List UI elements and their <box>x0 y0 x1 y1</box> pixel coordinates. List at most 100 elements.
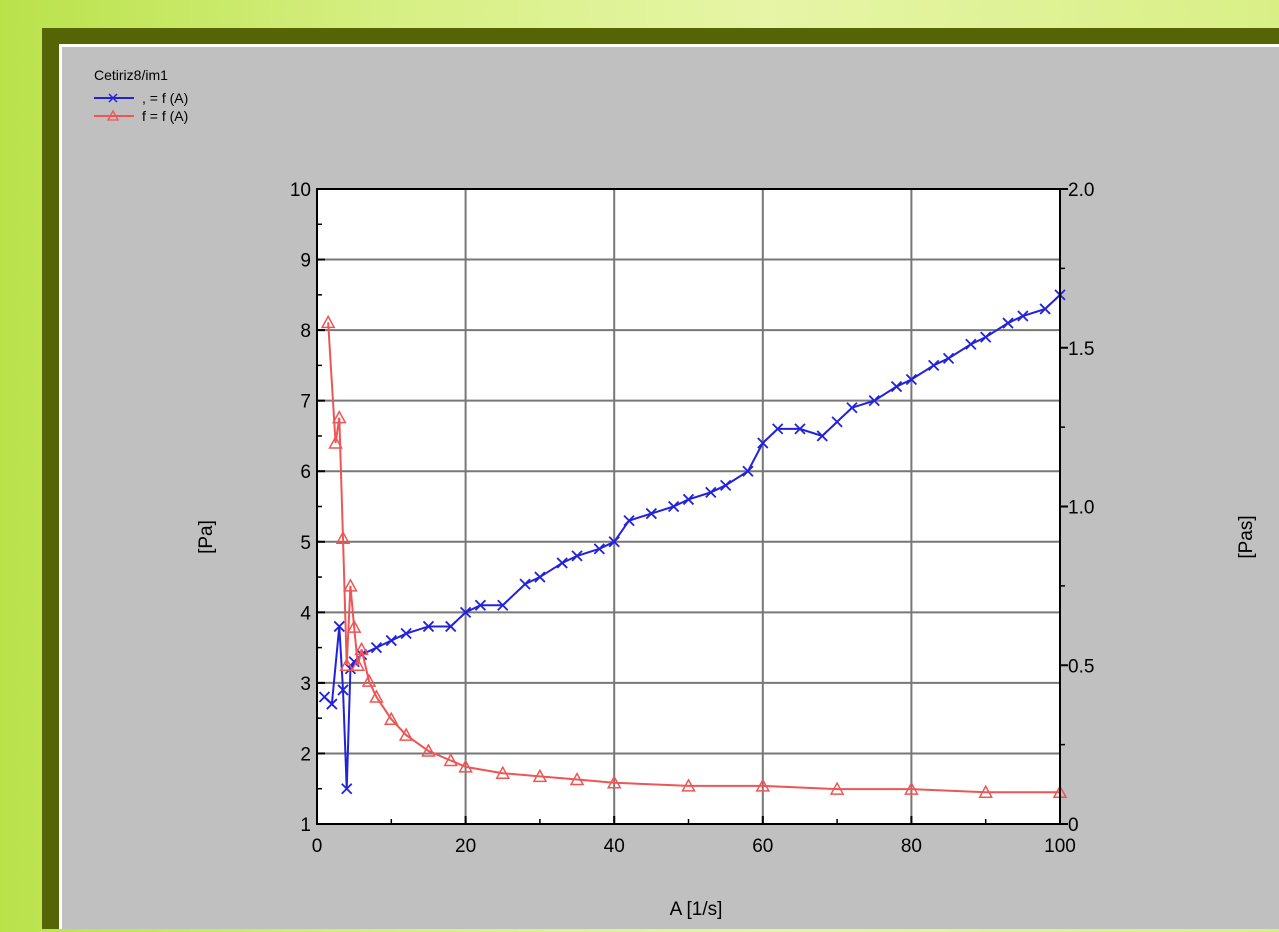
y-left-tick-label: 2 <box>300 744 311 765</box>
series-line <box>323 294 1061 789</box>
data-point <box>534 571 546 583</box>
data-point <box>332 410 347 424</box>
data-point <box>720 479 732 491</box>
legend-marker <box>106 109 120 121</box>
data-point <box>326 698 338 710</box>
data-point <box>333 620 345 633</box>
data-point <box>519 578 531 590</box>
y-left-tick-label: 5 <box>300 533 311 554</box>
data-point <box>829 781 845 795</box>
data-point <box>343 578 358 592</box>
y-left-tick-label: 10 <box>290 180 311 201</box>
data-point <box>556 557 568 569</box>
data-point <box>757 437 769 449</box>
data-point <box>532 768 548 783</box>
data-point <box>571 550 583 562</box>
y-left-tick-label: 8 <box>300 321 311 342</box>
data-point <box>421 743 436 757</box>
y-left-tick-label: 3 <box>300 674 311 695</box>
data-point <box>978 784 993 798</box>
data-point <box>645 507 657 520</box>
x-axis-label: A [1/s] <box>670 899 723 920</box>
data-point <box>816 430 828 442</box>
x-tick-label: 60 <box>752 836 773 857</box>
data-point <box>904 781 919 795</box>
data-point <box>354 641 369 656</box>
y-left-tick-label: 9 <box>300 251 311 272</box>
data-point <box>474 599 487 611</box>
data-point <box>328 435 343 449</box>
data-point <box>398 727 414 741</box>
data-point <box>350 657 366 671</box>
data-point <box>459 606 472 618</box>
data-point <box>755 778 771 792</box>
data-point <box>980 331 992 343</box>
y-left-tick-label: 4 <box>300 603 311 624</box>
data-point <box>623 514 635 527</box>
data-point <box>497 599 509 611</box>
series-layer <box>318 289 1068 798</box>
data-point <box>445 620 457 633</box>
data-point <box>794 423 806 435</box>
legend-label: f = f (A) <box>142 108 188 124</box>
legend-label: , = f (A) <box>142 90 188 106</box>
x-tick-label: 40 <box>604 836 625 857</box>
data-point <box>608 536 620 548</box>
y-right-tick-label: 1.5 <box>1068 339 1094 360</box>
y-left-tick-label: 1 <box>300 815 311 836</box>
data-point <box>1002 317 1014 329</box>
data-point <box>341 783 353 795</box>
data-point <box>942 352 955 364</box>
y-right-tick-label: 2.0 <box>1068 180 1094 201</box>
data-point <box>370 641 383 654</box>
data-point <box>320 314 336 329</box>
data-point <box>346 619 362 633</box>
data-point <box>495 765 511 779</box>
x-tick-label: 20 <box>455 836 476 857</box>
data-point <box>831 416 843 428</box>
tick-marks <box>316 188 1068 825</box>
data-point <box>965 338 977 350</box>
y-left-tick-label: 6 <box>300 462 311 483</box>
x-tick-label: 80 <box>901 836 922 857</box>
y-right-tick-label: 0.5 <box>1068 656 1094 677</box>
data-point <box>593 543 605 555</box>
data-point <box>458 759 473 773</box>
data-point <box>772 423 784 435</box>
data-point <box>1039 303 1051 315</box>
y-right-axis-label: [Pas] <box>1236 515 1257 558</box>
data-point <box>339 657 354 671</box>
data-point <box>569 771 585 786</box>
data-point <box>443 752 459 767</box>
data-point <box>705 486 717 499</box>
legend: Cetiriz8/im1 , = f (A) f = f (A) <box>94 67 188 124</box>
series-1 <box>318 289 1066 795</box>
data-point <box>422 620 435 633</box>
data-point <box>1017 310 1029 322</box>
data-point <box>335 530 351 544</box>
legend-marker <box>108 93 118 103</box>
data-point <box>369 689 384 703</box>
y-left-tick-label: 7 <box>300 392 311 413</box>
data-point <box>606 775 622 789</box>
x-tick-label: 0 <box>312 836 323 857</box>
series-2 <box>320 314 1068 798</box>
data-point <box>890 380 903 393</box>
series-line <box>327 322 1060 794</box>
y-left-axis-label: [Pa] <box>196 520 217 554</box>
data-point <box>868 395 880 407</box>
y-right-tick-label: 1.0 <box>1068 498 1094 519</box>
data-point <box>742 465 754 477</box>
chart-panel: Cetiriz8/im1 , = f (A) f = f (A) 0 20 40 60 8… <box>59 44 1279 929</box>
data-point <box>384 711 399 725</box>
dual-axis-line-chart: Cetiriz8/im1 , = f (A)f = f (A) 0 20 40 60 8… <box>94 67 1257 920</box>
data-point <box>681 778 696 792</box>
data-point <box>361 673 377 687</box>
legend-title: Cetiriz8/im1 <box>94 67 168 83</box>
data-point <box>668 500 680 513</box>
data-point <box>400 627 412 640</box>
data-point <box>846 402 858 414</box>
y-right-tick-label: 0 <box>1068 815 1079 836</box>
